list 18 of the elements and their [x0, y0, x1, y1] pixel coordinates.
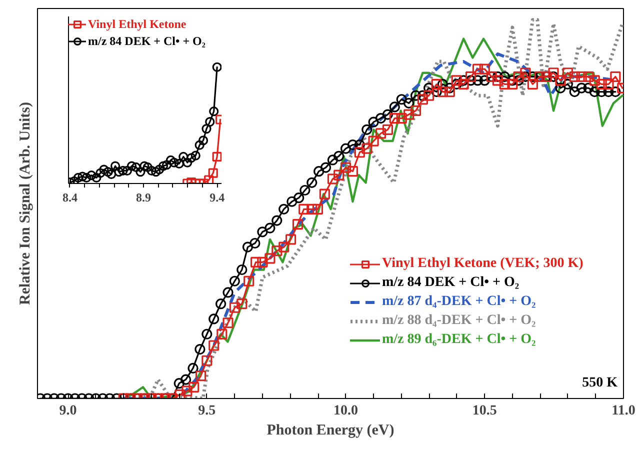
legend-label: Vinyl Ethyl Ketone (VEK; 300 K) — [382, 255, 584, 273]
x-tick-label: 11.0 — [612, 404, 636, 418]
x-tick-label: 9.0 — [59, 404, 77, 418]
y-axis-title: Relative Ion Signal (Arb. Units) — [18, 102, 34, 305]
legend-label: m/z 88 d₄-DEK + Cl• + O₂ — [382, 312, 536, 330]
legend-label: m/z 84 DEK + Cl• + O₂ — [382, 274, 520, 292]
x-tick-label: 8.9 — [136, 190, 152, 204]
x-tick-label: 10.0 — [334, 404, 358, 418]
x-tick-label: 9.5 — [198, 404, 216, 418]
legend-label: m/z 84 DEK + Cl• + O₂ — [88, 33, 206, 49]
legend-label: Vinyl Ethyl Ketone — [88, 16, 186, 32]
x-tick-label: 8.4 — [62, 190, 78, 204]
x-tick-label: 9.4 — [210, 190, 225, 204]
annotation: 550 K — [582, 376, 618, 390]
x-tick-label: 10.5 — [472, 404, 497, 418]
legend-label: m/z 87 d₄-DEK + Cl• + O₂ — [382, 293, 536, 311]
x-axis-title: Photon Energy (eV) — [266, 422, 394, 438]
legend-label: m/z 89 d₆-DEK + Cl• + O₂ — [382, 331, 536, 349]
